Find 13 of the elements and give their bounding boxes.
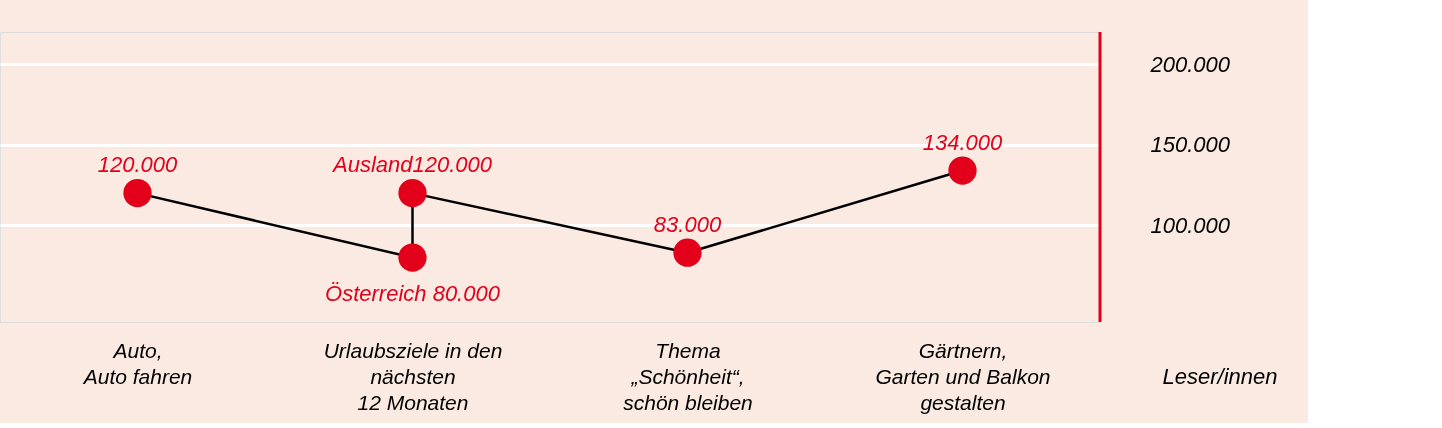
x-tick-label: Auto, Auto fahren [81, 338, 193, 388]
data-label: 134.000 [922, 129, 1004, 155]
y-tick-label: 100.000 [1150, 212, 1231, 238]
data-label: 83.000 [653, 211, 722, 237]
x-tick-label: Gärtnern, Garten und Balkon gestalten [875, 338, 1051, 414]
data-label: Österreich 80.000 [325, 280, 501, 306]
x-tick-label: Urlaubsziele in den nächsten 12 Monaten [323, 338, 503, 414]
data-label: Ausland120.000 [330, 152, 493, 178]
y-axis-title: Leser/innen [1162, 364, 1278, 389]
data-label: 120.000 [97, 152, 179, 178]
x-tick-label: Thema „Schönheit“, schön bleiben [623, 338, 753, 414]
y-tick-label: 200.000 [1149, 51, 1231, 77]
y-tick-label: 150.000 [1150, 132, 1231, 158]
